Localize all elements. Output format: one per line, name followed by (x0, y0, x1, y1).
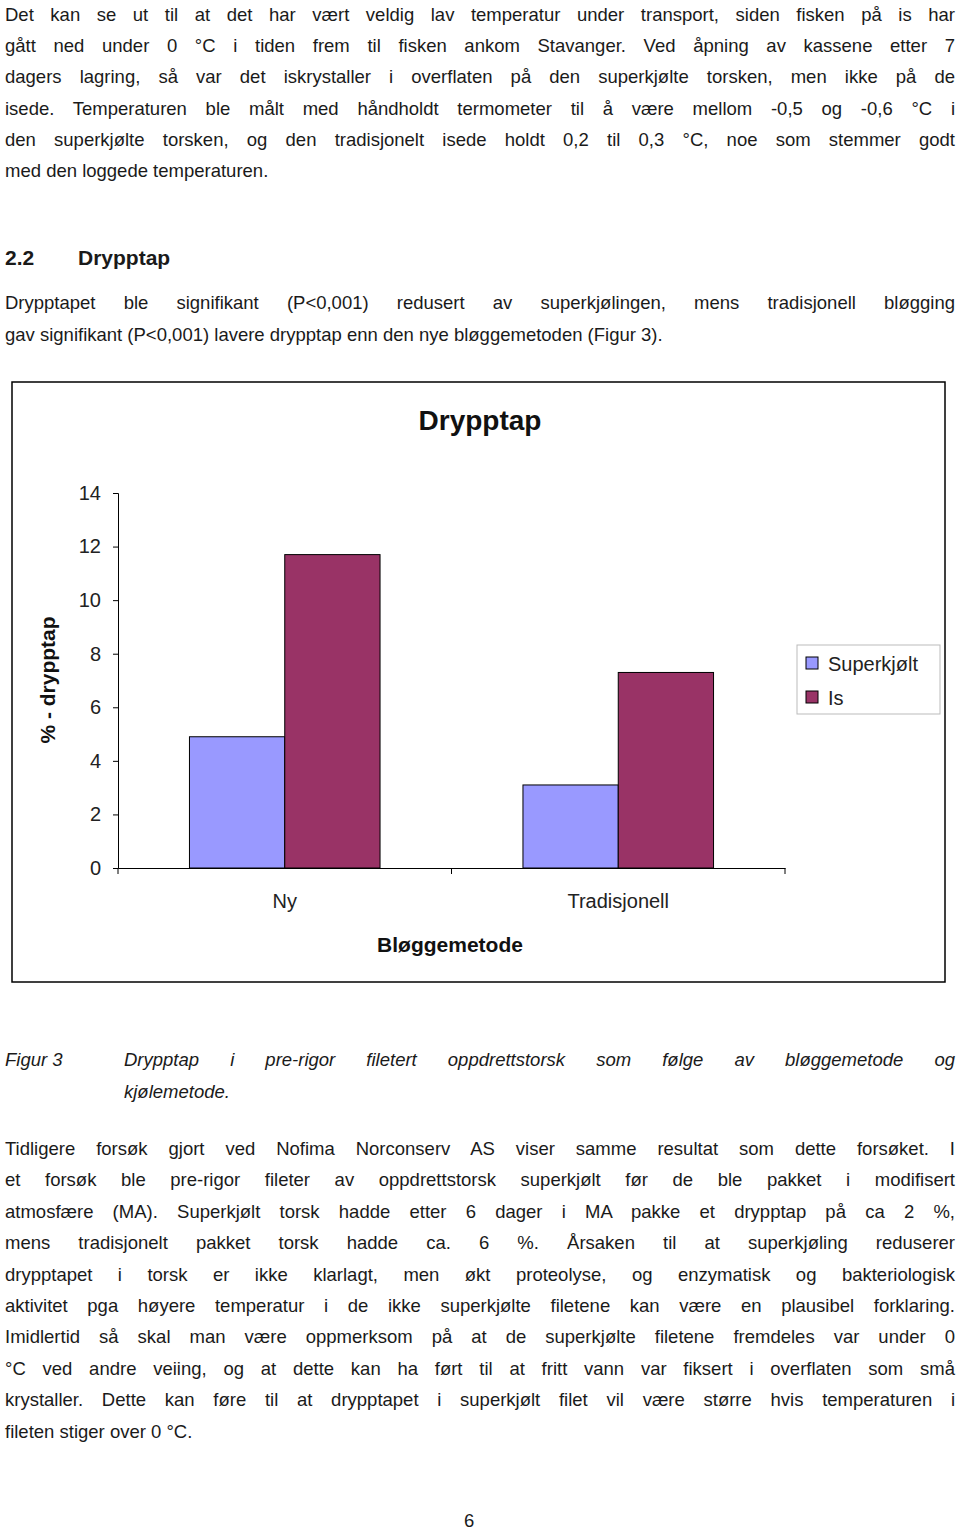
paragraph-line: isede. Temperaturen ble målt med håndhol… (5, 97, 955, 121)
y-tick-label: 4 (90, 750, 101, 772)
y-tick: 14 (79, 482, 118, 504)
paragraph-line: dagers lagring, så var det iskrystaller … (5, 65, 955, 89)
x-axis: Ny Tradisjonell (119, 868, 786, 912)
y-axis-title: % - drypptap (36, 616, 59, 743)
y-tick-label: 0 (90, 857, 101, 879)
paragraph-line: krystaller. Dette kan føre til at dryppt… (5, 1388, 955, 1412)
y-tick: 12 (79, 535, 118, 557)
paragraph-line: den superkjølte torsken, og den tradisjo… (5, 128, 955, 152)
y-tick: 6 (90, 696, 118, 718)
paragraph-line: aktivitet pga høyere temperatur i de ikk… (5, 1294, 955, 1318)
paragraph-line: med den loggede temperaturen. (5, 159, 955, 183)
paragraph-line: Imidlertid så skal man være oppmerksom p… (5, 1325, 955, 1349)
y-tick-label: 10 (79, 589, 101, 611)
chart-frame (12, 382, 945, 982)
legend-label: Superkjølt (828, 653, 918, 675)
paragraph-line: °C ved andre veiing, og at dette kan ha … (5, 1357, 955, 1381)
paragraph-line: Det kan se ut til at det har vært veldig… (5, 3, 955, 27)
x-axis-title: Bløggemetode (377, 933, 523, 956)
caption-line: kjølemetode. (124, 1080, 955, 1104)
y-tick: 0 (90, 857, 118, 879)
paragraph-line: Tidligere forsøk gjort ved Nofima Norcon… (5, 1137, 955, 1161)
paragraph-line: gav signifikant (P<0,001) lavere dryppta… (5, 323, 955, 347)
y-tick-mark (113, 814, 118, 815)
page-number: 6 (464, 1509, 484, 1529)
y-axis: 0 2 4 6 8 10 12 14 (79, 482, 119, 879)
x-tick-label: Ny (273, 890, 297, 912)
y-tick-mark (113, 761, 118, 762)
y-tick-mark (113, 493, 118, 494)
paragraph-line: fileten stiger over 0 °C. (5, 1420, 955, 1444)
paragraph-line: mens tradisjonelt pakket torsk hadde ca.… (5, 1231, 955, 1255)
category-divider (451, 868, 452, 874)
bar (285, 555, 380, 868)
y-tick: 8 (90, 643, 118, 665)
y-tick: 4 (90, 750, 118, 772)
y-tick: 10 (79, 589, 118, 611)
caption-label: Figur 3 (5, 1048, 115, 1072)
legend-swatch (806, 691, 818, 703)
caption-line: Drypptap i pre-rigor filetert oppdrettst… (124, 1048, 955, 1072)
y-tick-mark (113, 600, 118, 601)
y-axis-line (113, 494, 119, 869)
legend: Superkjølt Is (797, 645, 940, 714)
paragraph-line: gått ned under 0 °C i tiden frem til fis… (5, 34, 955, 58)
category-divider (785, 868, 786, 874)
y-tick-mark (113, 654, 118, 655)
section-number: 2.2 (5, 245, 34, 271)
bar (618, 672, 713, 868)
section-title: Drypptap (78, 245, 170, 271)
y-tick-mark (113, 868, 118, 869)
bars (189, 555, 713, 868)
paragraph-line: drypptapet i torsk er ikke klarlagt, men… (5, 1263, 955, 1287)
y-tick-label: 6 (90, 696, 101, 718)
bar (189, 737, 284, 868)
x-tick-label: Tradisjonell (567, 890, 669, 912)
paragraph-line: et forsøk ble pre-rigor fileter av oppdr… (5, 1168, 955, 1192)
y-tick: 2 (90, 803, 118, 825)
bar (523, 785, 618, 868)
y-tick-label: 14 (79, 482, 101, 504)
legend-label: Is (828, 687, 844, 709)
chart-title: Drypptap (419, 405, 542, 436)
y-tick-mark (113, 707, 118, 708)
legend-swatch (806, 657, 818, 669)
y-tick-mark (113, 547, 118, 548)
y-tick-label: 12 (79, 535, 101, 557)
y-tick-label: 2 (90, 803, 101, 825)
y-tick-label: 8 (90, 643, 101, 665)
paragraph-line: Drypptapet ble signifikant (P<0,001) red… (5, 291, 955, 315)
category-divider (118, 868, 119, 874)
x-tick: Ny (273, 868, 297, 912)
x-tick: Tradisjonell (567, 868, 669, 912)
legend-box (797, 645, 940, 714)
paragraph-line: atmosfære (MA). Superkjølt torsk hadde e… (5, 1200, 955, 1224)
